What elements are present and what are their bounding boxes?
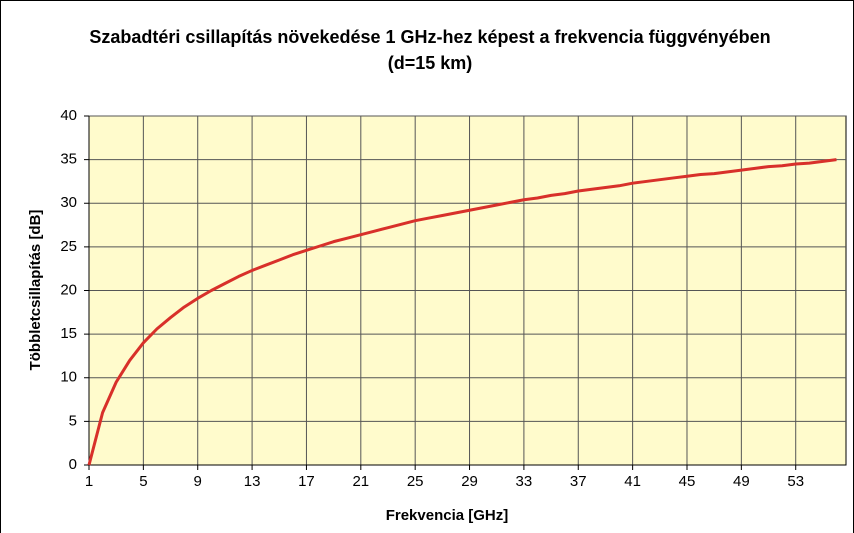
x-tick-label: 41: [624, 473, 641, 490]
chart-title: Szabadtéri csillapítás növekedése 1 GHz-…: [89, 27, 771, 73]
x-tick-label: 49: [733, 473, 750, 490]
x-tick-label: 37: [570, 473, 587, 490]
x-tick-label: 29: [461, 473, 478, 490]
y-tick-label: 15: [60, 325, 77, 342]
y-tick-label: 10: [60, 369, 77, 386]
x-tick-label: 5: [139, 473, 147, 490]
y-tick-label: 0: [69, 456, 77, 473]
y-tick-label: 30: [60, 194, 77, 211]
x-tick-label: 13: [244, 473, 261, 490]
x-axis-label: Frekvencia [GHz]: [386, 507, 509, 524]
x-tick-label: 33: [516, 473, 533, 490]
x-tick-label: 25: [407, 473, 424, 490]
data-line: [87, 158, 837, 466]
y-tick-label: 5: [69, 412, 77, 429]
y-axis-label: Többletcsillapítás [dB]: [27, 210, 44, 371]
x-tick-label: 17: [298, 473, 315, 490]
y-tick-label: 20: [60, 281, 77, 298]
x-tick-label: 21: [352, 473, 369, 490]
x-tick-label: 1: [85, 473, 93, 490]
y-tick-label: 40: [60, 107, 77, 124]
y-tick-label: 25: [60, 238, 77, 255]
x-tick-label: 9: [194, 473, 202, 490]
x-tick-label: 45: [679, 473, 696, 490]
y-tick-label: 35: [60, 151, 77, 168]
x-tick-label: 53: [787, 473, 804, 490]
